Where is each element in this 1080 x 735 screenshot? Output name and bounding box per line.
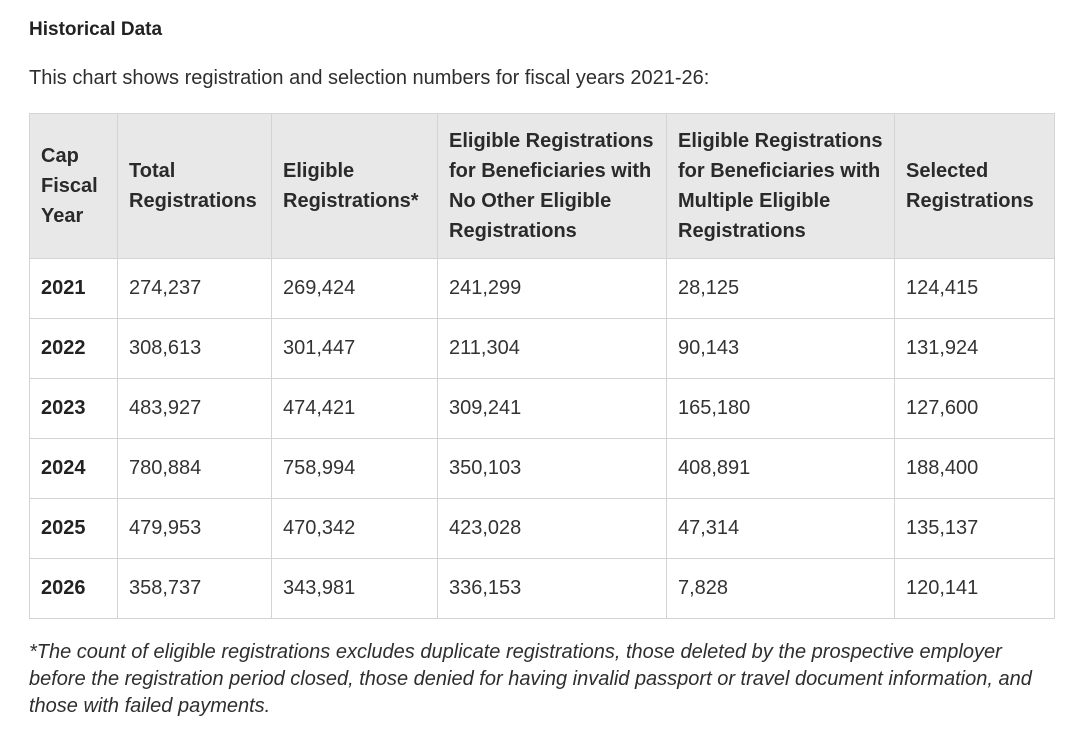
- table-cell-year: 2024: [29, 438, 118, 499]
- table-row: 2025 479,953 470,342 423,028 47,314 135,…: [29, 498, 1055, 559]
- table-cell: 241,299: [437, 258, 667, 319]
- footnote-text: *The count of eligible registrations exc…: [29, 641, 1032, 717]
- table-cell: 47,314: [666, 498, 895, 559]
- table-cell: 758,994: [271, 438, 438, 499]
- table-cell-year: 2025: [29, 498, 118, 559]
- table-cell: 408,891: [666, 438, 895, 499]
- table-row: 2024 780,884 758,994 350,103 408,891 188…: [29, 438, 1055, 499]
- table-cell: 165,180: [666, 378, 895, 439]
- table-cell: 474,421: [271, 378, 438, 439]
- table-cell: 120,141: [894, 558, 1055, 619]
- registrations-table: Cap Fiscal Year Total Registrations Elig…: [29, 113, 1055, 619]
- table-cell: 135,137: [894, 498, 1055, 559]
- table-cell: 308,613: [117, 318, 272, 379]
- table-cell: 780,884: [117, 438, 272, 499]
- table-cell: 301,447: [271, 318, 438, 379]
- table-cell: 124,415: [894, 258, 1055, 319]
- table-cell: 470,342: [271, 498, 438, 559]
- table-row: 2026 358,737 343,981 336,153 7,828 120,1…: [29, 558, 1055, 619]
- table-cell: 483,927: [117, 378, 272, 439]
- table-cell-year: 2023: [29, 378, 118, 439]
- column-header: Total Registrations: [117, 113, 272, 259]
- table-cell: 336,153: [437, 558, 667, 619]
- section-heading: Historical Data: [29, 19, 163, 40]
- table-cell: 131,924: [894, 318, 1055, 379]
- column-header: Eligible Registrations for Beneficiaries…: [437, 113, 667, 259]
- table-cell: 90,143: [666, 318, 895, 379]
- table-cell: 28,125: [666, 258, 895, 319]
- table-cell: 269,424: [271, 258, 438, 319]
- table-cell: 127,600: [894, 378, 1055, 439]
- table-cell: 274,237: [117, 258, 272, 319]
- table-row: 2022 308,613 301,447 211,304 90,143 131,…: [29, 318, 1055, 379]
- table-body: 2021 274,237 269,424 241,299 28,125 124,…: [29, 258, 1055, 619]
- table-cell: 7,828: [666, 558, 895, 619]
- table-cell: 350,103: [437, 438, 667, 499]
- table-cell-year: 2022: [29, 318, 118, 379]
- table-row: 2023 483,927 474,421 309,241 165,180 127…: [29, 378, 1055, 439]
- column-header: Selected Registrations: [894, 113, 1055, 259]
- table-cell-year: 2021: [29, 258, 118, 319]
- column-header: Cap Fiscal Year: [29, 113, 118, 259]
- table-cell: 343,981: [271, 558, 438, 619]
- table-cell: 309,241: [437, 378, 667, 439]
- column-header: Eligible Registrations for Beneficiaries…: [666, 113, 895, 259]
- table-cell: 211,304: [437, 318, 667, 379]
- table-cell: 423,028: [437, 498, 667, 559]
- historical-data-section: Historical Data This chart shows registr…: [29, 14, 1055, 717]
- table-cell: 188,400: [894, 438, 1055, 499]
- table-cell: 358,737: [117, 558, 272, 619]
- table-header-row: Cap Fiscal Year Total Registrations Elig…: [29, 113, 1055, 259]
- table-row: 2021 274,237 269,424 241,299 28,125 124,…: [29, 258, 1055, 319]
- table-cell-year: 2026: [29, 558, 118, 619]
- table-cell: 479,953: [117, 498, 272, 559]
- column-header: Eligible Registrations*: [271, 113, 438, 259]
- intro-text: This chart shows registration and select…: [29, 67, 710, 89]
